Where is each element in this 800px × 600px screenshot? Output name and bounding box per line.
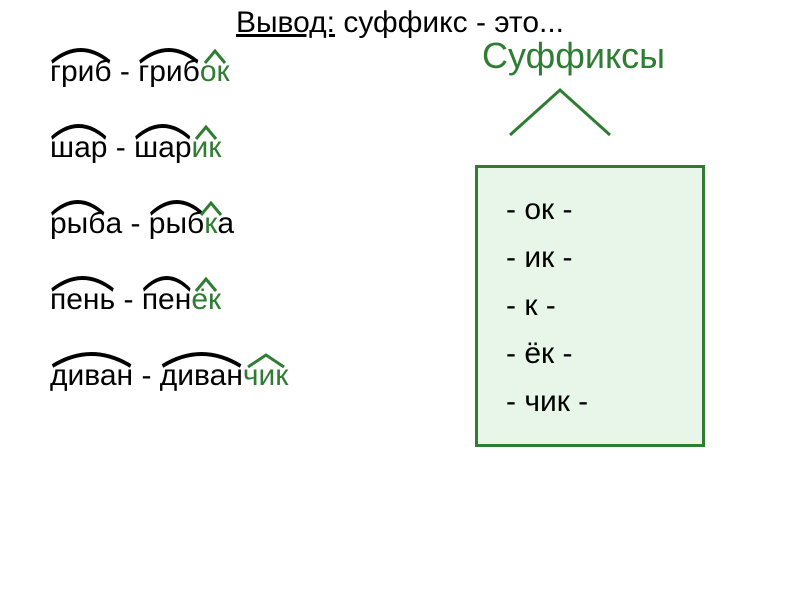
suffix-list-item: - к - bbox=[506, 282, 674, 330]
separator: - bbox=[116, 131, 134, 164]
word-pair: рыб а - рыб к а bbox=[50, 207, 288, 241]
word-pairs-column: гриб - гриб ок шар - шар ик bbox=[50, 55, 288, 435]
word-pair: диван - диван чик bbox=[50, 359, 288, 393]
word-pair: пень - пен ёк bbox=[50, 283, 288, 317]
derived-root: диван bbox=[160, 359, 243, 393]
suffix-caret-icon bbox=[203, 39, 227, 55]
suffix: ик bbox=[192, 131, 222, 165]
base-ending: а bbox=[105, 207, 122, 240]
conclusion-line: Вывод: суффикс - это... bbox=[236, 6, 564, 40]
suffix-caret-icon bbox=[194, 115, 218, 131]
page-title: Суффиксы bbox=[482, 35, 665, 77]
suffix: ок bbox=[200, 55, 230, 89]
suffix-caret-icon bbox=[199, 191, 223, 207]
suffix-list-item: - ок - bbox=[506, 186, 674, 234]
separator: - bbox=[120, 55, 138, 88]
suffix-list-item: - чик - bbox=[506, 378, 674, 426]
separator: - bbox=[130, 207, 148, 240]
derived-root: шар bbox=[134, 131, 191, 165]
base-root: гриб bbox=[50, 55, 112, 89]
separator: - bbox=[141, 359, 159, 392]
suffix-list-box: - ок - - ик - - к - - ёк - - чик - bbox=[475, 165, 705, 447]
suffix-caret-icon bbox=[246, 343, 286, 359]
worksheet: Суффиксы - ок - - ик - - к - - ёк - - чи… bbox=[0, 0, 800, 80]
caret-icon bbox=[500, 80, 620, 140]
word-pair: шар - шар ик bbox=[50, 131, 288, 165]
suffix-caret-icon bbox=[194, 267, 218, 283]
base-root: диван bbox=[50, 359, 133, 393]
suffix-title-caret bbox=[500, 80, 620, 140]
word-pair: гриб - гриб ок bbox=[50, 55, 288, 89]
base-root: шар bbox=[50, 131, 107, 165]
suffix-list-item: - ик - bbox=[506, 234, 674, 282]
suffix: ёк bbox=[191, 283, 221, 317]
suffix: к bbox=[204, 207, 217, 241]
derived-root: рыб bbox=[149, 207, 204, 241]
derived-root: гриб bbox=[138, 55, 200, 89]
base-root: пень bbox=[50, 283, 115, 317]
base-root: рыб bbox=[50, 207, 105, 241]
conclusion-text: суффикс - это... bbox=[343, 6, 564, 39]
derived-root: пен bbox=[142, 283, 192, 317]
conclusion-label: Вывод: bbox=[236, 6, 335, 39]
separator: - bbox=[123, 283, 141, 316]
suffix: чик bbox=[243, 359, 289, 393]
suffix-list-item: - ёк - bbox=[506, 330, 674, 378]
